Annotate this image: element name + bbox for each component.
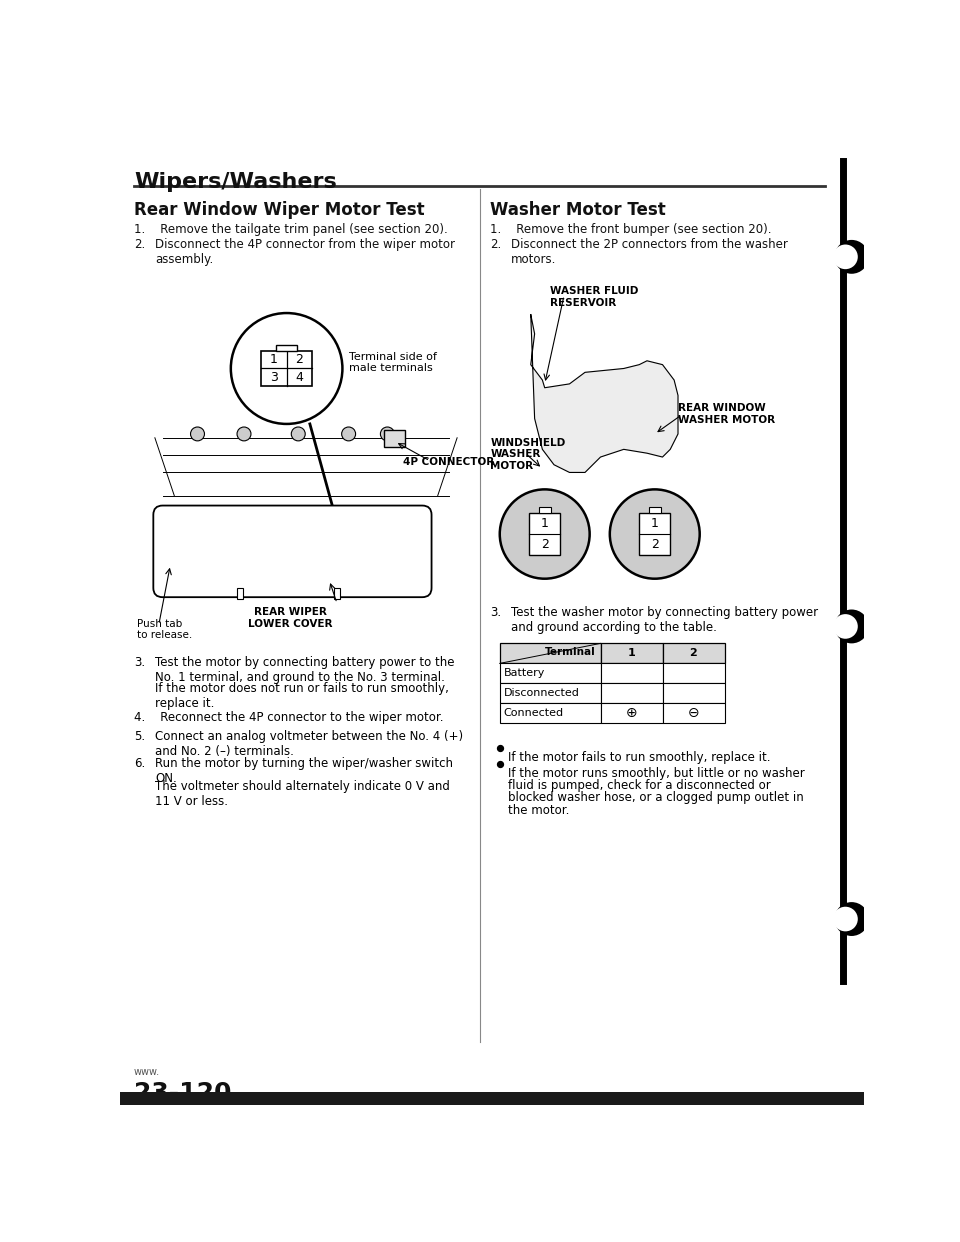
Circle shape <box>834 610 869 643</box>
FancyBboxPatch shape <box>601 643 662 663</box>
FancyBboxPatch shape <box>601 683 662 703</box>
FancyBboxPatch shape <box>529 513 561 555</box>
Text: 1.    Remove the front bumper (see section 20).: 1. Remove the front bumper (see section … <box>491 224 772 236</box>
Text: Connect an analog voltmeter between the No. 4 (+)
and No. 2 (–) terminals.: Connect an analog voltmeter between the … <box>155 730 463 759</box>
Circle shape <box>833 614 858 638</box>
Text: Disconnect the 2P connectors from the washer
motors.: Disconnect the 2P connectors from the wa… <box>512 237 788 266</box>
Text: Battery: Battery <box>504 668 545 678</box>
FancyBboxPatch shape <box>662 643 725 663</box>
Text: Connected: Connected <box>504 708 564 718</box>
FancyBboxPatch shape <box>276 344 297 350</box>
FancyBboxPatch shape <box>500 683 601 703</box>
FancyBboxPatch shape <box>334 587 340 600</box>
Text: 2: 2 <box>689 648 697 658</box>
Circle shape <box>834 902 869 936</box>
Text: Run the motor by turning the wiper/washer switch
ON.: Run the motor by turning the wiper/washe… <box>155 758 453 785</box>
FancyBboxPatch shape <box>120 1092 864 1105</box>
Text: blocked washer hose, or a clogged pump outlet in: blocked washer hose, or a clogged pump o… <box>508 791 804 805</box>
FancyBboxPatch shape <box>662 663 725 683</box>
FancyBboxPatch shape <box>539 507 551 513</box>
Text: WINDSHIELD
WASHER
MOTOR: WINDSHIELD WASHER MOTOR <box>491 437 565 471</box>
Text: 2.: 2. <box>134 237 145 251</box>
Text: 1.    Remove the tailgate trim panel (see section 20).: 1. Remove the tailgate trim panel (see s… <box>134 224 447 236</box>
Text: ⊕: ⊕ <box>626 707 637 720</box>
FancyBboxPatch shape <box>500 643 601 663</box>
Text: 23-120: 23-120 <box>134 1081 231 1104</box>
Text: 4: 4 <box>296 371 303 384</box>
FancyBboxPatch shape <box>500 663 601 683</box>
Text: Washer Motor Test: Washer Motor Test <box>491 201 666 220</box>
FancyBboxPatch shape <box>500 703 601 723</box>
Text: 3.: 3. <box>134 656 145 668</box>
Text: REAR WIPER
LOWER COVER: REAR WIPER LOWER COVER <box>249 607 333 628</box>
Text: If the motor runs smoothly, but little or no washer: If the motor runs smoothly, but little o… <box>508 766 804 780</box>
Text: 3.: 3. <box>491 606 501 620</box>
Text: carmanualsonline.info: carmanualsonline.info <box>639 1092 762 1103</box>
Circle shape <box>190 427 204 441</box>
Text: 1: 1 <box>270 353 277 366</box>
FancyBboxPatch shape <box>601 663 662 683</box>
Polygon shape <box>531 314 678 472</box>
Text: Wipers/Washers: Wipers/Washers <box>134 173 337 193</box>
Text: 1: 1 <box>651 517 659 530</box>
FancyBboxPatch shape <box>662 703 725 723</box>
Text: 6.: 6. <box>134 758 145 770</box>
Text: If the motor does not run or fails to run smoothly,
replace it.: If the motor does not run or fails to ru… <box>155 682 448 710</box>
Text: www.: www. <box>134 1067 160 1077</box>
FancyBboxPatch shape <box>601 703 662 723</box>
Text: Terminal: Terminal <box>545 647 596 657</box>
FancyBboxPatch shape <box>261 350 312 386</box>
Circle shape <box>380 427 395 441</box>
Text: The voltmeter should alternately indicate 0 V and
11 V or less.: The voltmeter should alternately indicat… <box>155 780 449 809</box>
Text: Terminal side of
male terminals: Terminal side of male terminals <box>348 351 437 373</box>
FancyBboxPatch shape <box>383 430 405 447</box>
Circle shape <box>291 427 305 441</box>
Text: 5.: 5. <box>134 730 145 744</box>
Text: 1: 1 <box>628 648 636 658</box>
Circle shape <box>237 427 251 441</box>
Text: REAR WINDOW
WASHER MOTOR: REAR WINDOW WASHER MOTOR <box>678 404 775 425</box>
Circle shape <box>610 489 700 579</box>
Text: If the motor fails to run smoothly, replace it.: If the motor fails to run smoothly, repl… <box>508 751 770 764</box>
Text: Disconnect the 4P connector from the wiper motor
assembly.: Disconnect the 4P connector from the wip… <box>155 237 455 266</box>
Text: Test the motor by connecting battery power to the
No. 1 terminal, and ground to : Test the motor by connecting battery pow… <box>155 656 454 683</box>
Text: ⊖: ⊖ <box>687 707 699 720</box>
Text: WASHER FLUID
RESERVOIR: WASHER FLUID RESERVOIR <box>550 286 638 308</box>
FancyBboxPatch shape <box>662 683 725 703</box>
Text: 2: 2 <box>296 353 303 366</box>
Text: the motor.: the motor. <box>508 804 569 816</box>
FancyBboxPatch shape <box>154 505 432 597</box>
Text: 2: 2 <box>540 538 548 551</box>
Text: fluid is pumped, check for a disconnected or: fluid is pumped, check for a disconnecte… <box>508 779 770 792</box>
Circle shape <box>833 245 858 270</box>
Text: 2.: 2. <box>491 237 502 251</box>
Circle shape <box>500 489 589 579</box>
Text: 4P CONNECTOR: 4P CONNECTOR <box>403 457 494 467</box>
Circle shape <box>834 240 869 273</box>
FancyBboxPatch shape <box>649 507 660 513</box>
Text: 4.    Reconnect the 4P connector to the wiper motor.: 4. Reconnect the 4P connector to the wip… <box>134 712 444 724</box>
FancyBboxPatch shape <box>237 587 243 600</box>
Circle shape <box>230 313 343 424</box>
Point <box>492 754 508 774</box>
Text: 2: 2 <box>651 538 659 551</box>
Circle shape <box>342 427 355 441</box>
Text: Disconnected: Disconnected <box>504 688 580 698</box>
Text: Push tab
to release.: Push tab to release. <box>137 619 192 641</box>
Text: Test the washer motor by connecting battery power
and ground according to the ta: Test the washer motor by connecting batt… <box>512 606 819 635</box>
Circle shape <box>833 907 858 932</box>
Text: Rear Window Wiper Motor Test: Rear Window Wiper Motor Test <box>134 201 424 220</box>
Point <box>492 738 508 758</box>
Text: 1: 1 <box>540 517 548 530</box>
Text: 3: 3 <box>270 371 277 384</box>
FancyBboxPatch shape <box>639 513 670 555</box>
